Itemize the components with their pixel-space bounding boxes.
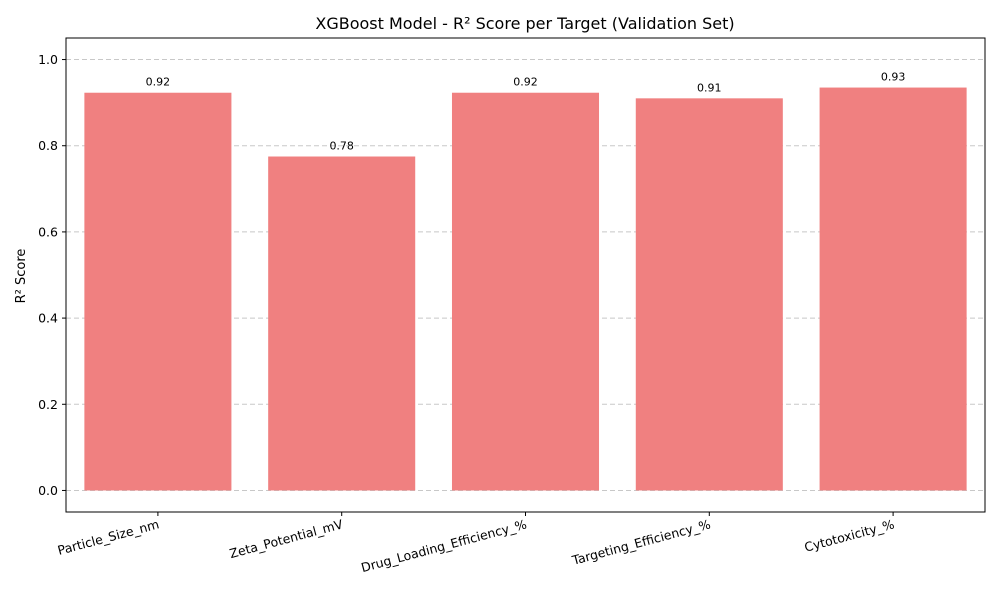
- data-labels: 0.92 0.78 0.92 0.91 0.93: [146, 71, 906, 153]
- data-label: 0.93: [881, 71, 906, 84]
- bars: [84, 87, 967, 491]
- x-tick-label: Targeting_Efficiency_%: [569, 516, 712, 568]
- x-tick-label: Zeta_Potential_mV: [228, 516, 345, 561]
- x-tick-label: Particle_Size_nm: [56, 516, 161, 558]
- bar: [635, 98, 783, 491]
- bar: [84, 92, 232, 491]
- y-axis: 0.0 0.2 0.4 0.6 0.8 1.0: [38, 52, 66, 498]
- x-tick-label: Drug_Loading_Efficiency_%: [359, 516, 528, 575]
- y-tick-label: 0.0: [38, 483, 58, 498]
- bar: [819, 87, 967, 491]
- y-axis-label: R² Score: [14, 249, 29, 304]
- data-label: 0.91: [697, 81, 722, 94]
- y-tick-label: 1.0: [38, 52, 58, 67]
- chart-title: XGBoost Model - R² Score per Target (Val…: [315, 14, 734, 33]
- y-tick-label: 0.2: [38, 397, 58, 412]
- bar: [451, 92, 600, 491]
- y-tick-label: 0.4: [38, 311, 58, 326]
- x-axis: Particle_Size_nm Zeta_Potential_mV Drug_Lo…: [56, 512, 896, 575]
- data-label: 0.92: [513, 76, 538, 89]
- data-label: 0.78: [329, 140, 354, 153]
- data-label: 0.92: [146, 76, 171, 89]
- x-tick-label: Cytotoxicity_%: [803, 516, 896, 554]
- bar: [268, 156, 416, 491]
- y-tick-label: 0.8: [38, 138, 58, 153]
- y-tick-label: 0.6: [38, 224, 58, 239]
